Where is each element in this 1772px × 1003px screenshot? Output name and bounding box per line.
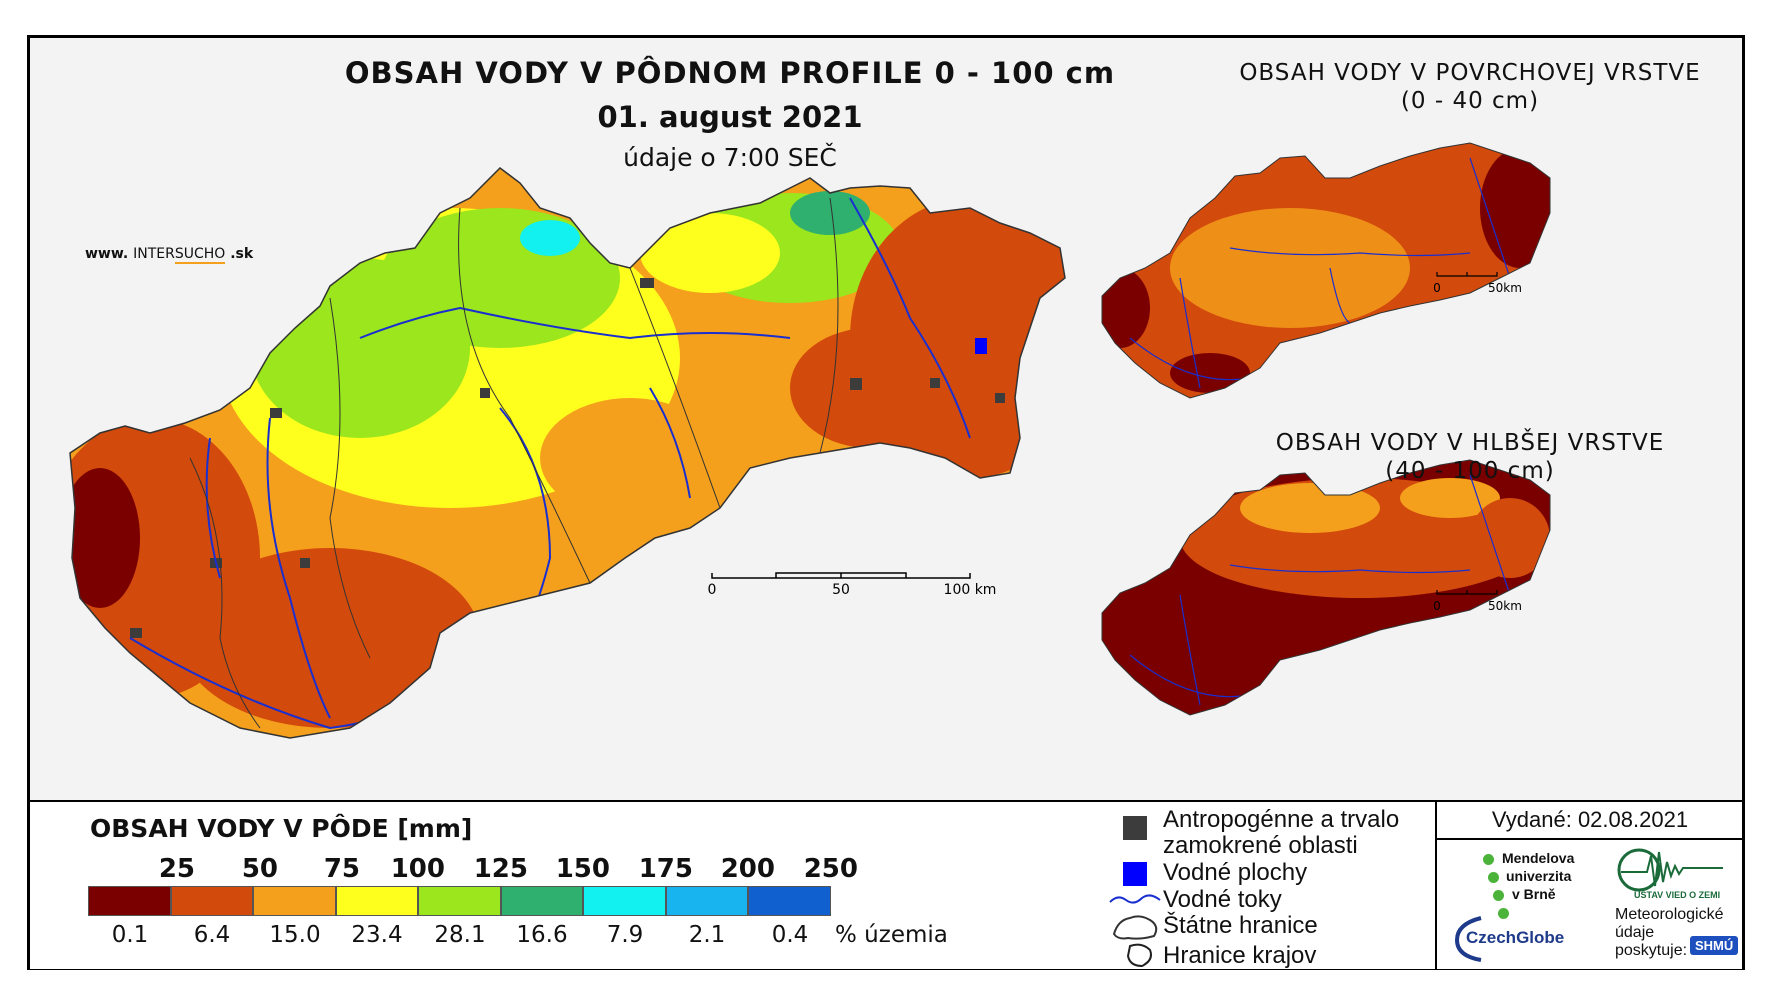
- legend-swatch: [583, 886, 666, 916]
- meteo-line3: poskytuje:: [1615, 942, 1688, 959]
- inset-bottom-border: [1101, 459, 1551, 716]
- legend-swatch: [171, 886, 253, 916]
- anthropogenic-swatch: [1123, 816, 1147, 840]
- state-border-icon: [1112, 915, 1158, 940]
- key-rivers: Vodné toky: [1163, 886, 1282, 913]
- key-state-border: Štátne hranice: [1163, 912, 1318, 939]
- inset-deep-map: [1102, 460, 1550, 715]
- map-graphics: 0 50 100 km: [69, 142, 1551, 739]
- legend-panel: OBSAH VODY V PÔDE [mm] 25 50 75 100 125 …: [30, 800, 1745, 969]
- mendel-dot: [1493, 890, 1504, 901]
- main-scale-label-0: 0: [708, 582, 717, 598]
- main-region-borders: [189, 197, 839, 729]
- key-water-bodies: Vodné plochy: [1163, 859, 1308, 886]
- legend-percent: 16.6: [516, 922, 568, 948]
- brand-name-a: INTER: [133, 246, 175, 262]
- key-anthropogenic-line2: zamokrené oblasti: [1163, 832, 1358, 859]
- inset-top-scale-bar: [1436, 272, 1498, 277]
- legend-swatch: [253, 886, 336, 916]
- legend-percent: 7.9: [606, 922, 644, 948]
- mendel-line1: Mendelova: [1502, 850, 1575, 866]
- mendel-line3: v Brně: [1512, 886, 1556, 902]
- legend-threshold: 175: [638, 854, 693, 884]
- intersucho-brand: www. INTERSUCHO .sk: [85, 246, 254, 264]
- czechglobe-name: CzechGlobe: [1466, 928, 1565, 947]
- legend-threshold: 25: [158, 854, 195, 884]
- legend-threshold: 200: [720, 854, 775, 884]
- meteo-line1: Meteorologické: [1615, 906, 1724, 923]
- brand-suffix: .sk: [230, 246, 254, 262]
- mendel-dot: [1483, 854, 1494, 865]
- mendel-dot: [1488, 872, 1499, 883]
- legend-percent: 0.1: [111, 922, 149, 948]
- main-map-time-note: údaje o 7:00 SEČ: [623, 143, 837, 172]
- ustav-name: ÚSTAV VIED O ZEMI: [1634, 890, 1721, 900]
- inset-top-border: [1101, 142, 1551, 399]
- main-scale-label-50: 50: [832, 582, 850, 598]
- mendel-dot: [1498, 908, 1509, 919]
- inset-top-scale-50: 50km: [1488, 281, 1522, 295]
- water-body-swatch: [1123, 862, 1147, 886]
- key-anthropogenic-line1: Antropogénne a trvalo: [1163, 806, 1400, 833]
- mendel-line2: univerzita: [1506, 868, 1572, 884]
- legend-percent: 23.4: [351, 922, 403, 948]
- legend-threshold: 100: [390, 854, 445, 884]
- legend-percent: 28.1: [434, 922, 486, 948]
- inset-bottom-scale-0: 0: [1433, 599, 1441, 613]
- legend-swatch: [336, 886, 418, 916]
- map-area: 0 50 100 km: [30, 38, 1742, 803]
- key-region-border: Hranice krajov: [1163, 942, 1317, 969]
- region-border-icon: [1126, 943, 1152, 968]
- legend-threshold: 75: [323, 854, 360, 884]
- legend-swatch: [88, 886, 171, 916]
- seismograph-icon: [1617, 848, 1723, 892]
- inset-bottom-scale-bar: [1436, 590, 1498, 595]
- main-scale-bar: [711, 572, 971, 579]
- legend-percent: 6.4: [193, 922, 231, 948]
- inset-bottom-depth: (40 - 100 cm): [1385, 458, 1555, 484]
- river-line-icon: [1109, 894, 1161, 904]
- legend-swatch: [666, 886, 748, 916]
- inset-top-scale-0: 0: [1433, 281, 1441, 295]
- legend-percent: 0.4: [771, 922, 809, 948]
- legend-separator: [1435, 802, 1437, 969]
- inset-top-depth: (0 - 40 cm): [1400, 88, 1540, 114]
- legend-threshold: 250: [803, 854, 858, 884]
- issued-date: Vydané: 02.08.2021: [1435, 802, 1745, 840]
- legend-threshold: 125: [473, 854, 528, 884]
- shmu-logo: SHMÚ: [1690, 936, 1739, 955]
- legend-swatch: [501, 886, 583, 916]
- meteo-line2: údaje: [1615, 924, 1655, 941]
- inset-bottom-title: OBSAH VODY V HLBŠEJ VRSTVE: [1275, 430, 1665, 456]
- legend-threshold: 150: [555, 854, 610, 884]
- legend-threshold: 50: [241, 854, 278, 884]
- brand-name-b: SUCHO: [174, 246, 226, 264]
- inset-bottom-scale-50: 50km: [1488, 599, 1522, 613]
- main-map-date: 01. august 2021: [597, 100, 863, 134]
- legend-percent-unit: % územia: [835, 922, 948, 948]
- main-map-title: OBSAH VODY V PÔDNOM PROFILE 0 - 100 cm: [344, 56, 1116, 90]
- main-scale-label-100: 100 km: [944, 582, 997, 598]
- legend-percent: 15.0: [269, 922, 321, 948]
- legend-swatch: [748, 886, 831, 916]
- map-frame: 0 50 100 km: [27, 35, 1745, 970]
- inset-top-title: OBSAH VODY V POVRCHOVEJ VRSTVE: [1239, 60, 1701, 86]
- legend-percent: 2.1: [688, 922, 726, 948]
- legend-title: OBSAH VODY V PÔDE [mm]: [90, 814, 473, 843]
- main-state-border: [69, 167, 1066, 739]
- brand-prefix: www.: [85, 246, 129, 262]
- czechglobe-arc-icon: [1454, 916, 1482, 962]
- legend-swatch: [418, 886, 501, 916]
